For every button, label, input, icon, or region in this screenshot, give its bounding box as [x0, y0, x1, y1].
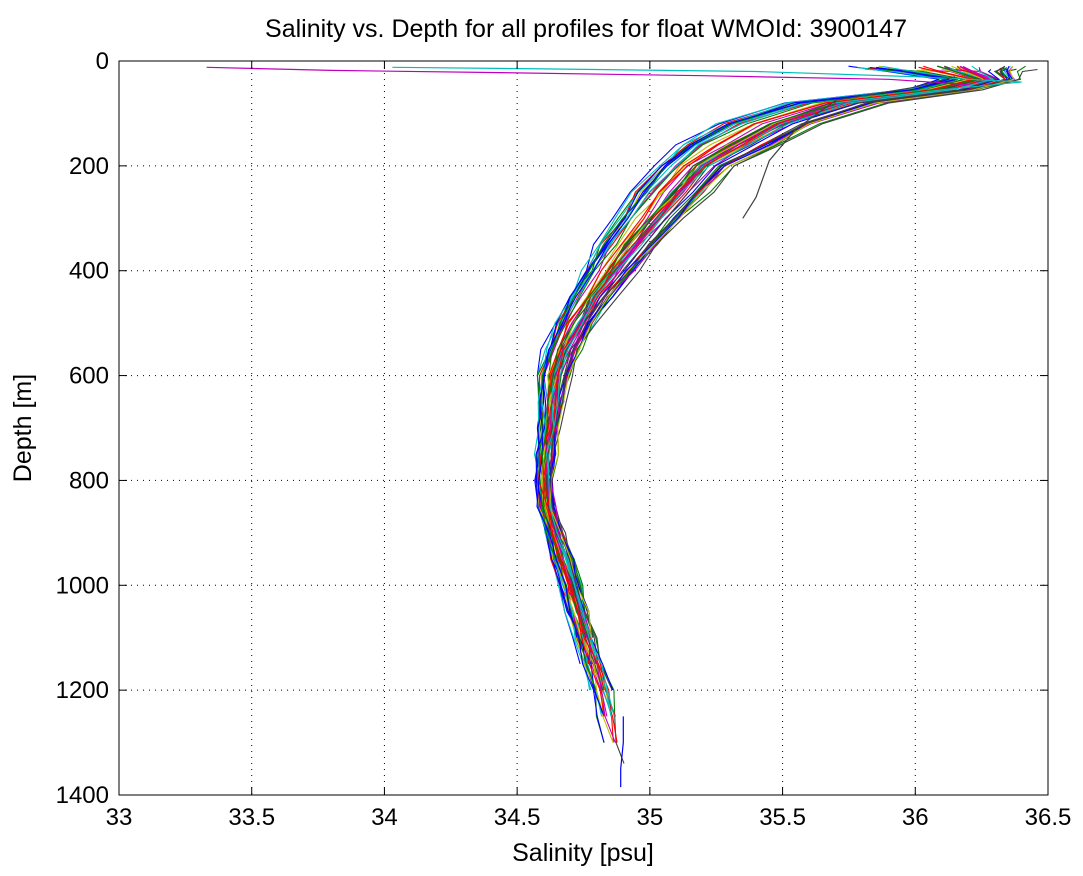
profile-line [392, 66, 1022, 104]
x-tick-label: 35.5 [759, 804, 806, 831]
y-axis-label: Depth [m] [9, 374, 37, 482]
profile-line [542, 69, 988, 691]
profile-line [540, 68, 976, 717]
y-tick-label: 600 [69, 363, 109, 390]
profile-line [542, 69, 989, 638]
profile-line [546, 66, 996, 638]
y-tick-label: 200 [69, 153, 109, 180]
profile-line [542, 68, 987, 691]
profile-line [546, 65, 991, 743]
profile-line [549, 67, 1007, 717]
profile-line [541, 65, 987, 691]
y-tick-label: 800 [69, 467, 109, 494]
y-tick-label: 1400 [56, 782, 109, 809]
x-tick-label: 35 [637, 804, 664, 831]
profile-line [545, 69, 991, 717]
profile-line [547, 65, 1012, 612]
axis-ticks: 33 33.5 34 34.5 35 35.5 36 36.5 0 200 400 600 800 100… [56, 48, 1072, 831]
x-tick-label: 33.5 [228, 804, 275, 831]
profile-line [541, 65, 979, 664]
profile-line [540, 69, 971, 743]
profile-line [535, 67, 956, 717]
profile-line [620, 716, 624, 788]
y-tick-label: 1000 [56, 572, 109, 599]
profile-line [545, 65, 995, 717]
profile-line [547, 66, 1006, 764]
x-tick-label: 34.5 [494, 804, 541, 831]
profile-lines [206, 65, 1038, 788]
y-tick-label: 1200 [56, 677, 109, 704]
profile-line [742, 76, 956, 219]
y-tick-label: 400 [69, 258, 109, 285]
profile-line [546, 69, 999, 743]
x-tick-label: 36 [902, 804, 929, 831]
profile-line [206, 66, 969, 86]
profile-line [550, 68, 1009, 612]
profile-line [534, 67, 950, 638]
profile-line [535, 65, 940, 665]
profile-line [538, 69, 959, 717]
profile-line [547, 65, 992, 664]
profile-line [549, 68, 1011, 612]
profile-line [549, 65, 1026, 717]
grid-lines [119, 61, 1048, 795]
profile-line [544, 68, 987, 638]
y-tick-label: 0 [96, 48, 109, 75]
chart-title: Salinity vs. Depth for all profiles for … [265, 15, 907, 43]
x-tick-label: 33 [106, 804, 133, 831]
profile-line [536, 66, 957, 743]
profile-line [541, 65, 982, 612]
profile-line [551, 66, 1014, 691]
profile-line [545, 65, 1012, 638]
x-axis-label: Salinity [psu] [512, 839, 654, 867]
profile-line [550, 68, 1038, 638]
profile-line [546, 66, 985, 664]
profile-line [537, 66, 974, 717]
profile-line [549, 66, 1016, 638]
profile-line [538, 68, 958, 691]
profile-line [542, 68, 990, 717]
x-tick-label: 34 [371, 804, 398, 831]
profile-line [541, 69, 978, 743]
x-tick-label: 36.5 [1025, 804, 1072, 831]
profile-line [536, 65, 953, 638]
profile-line [537, 69, 965, 665]
profile-line [535, 66, 951, 717]
profile-line [544, 66, 990, 665]
plot-frame [118, 60, 1049, 796]
profile-line [536, 69, 965, 638]
profile-line [549, 65, 1015, 638]
